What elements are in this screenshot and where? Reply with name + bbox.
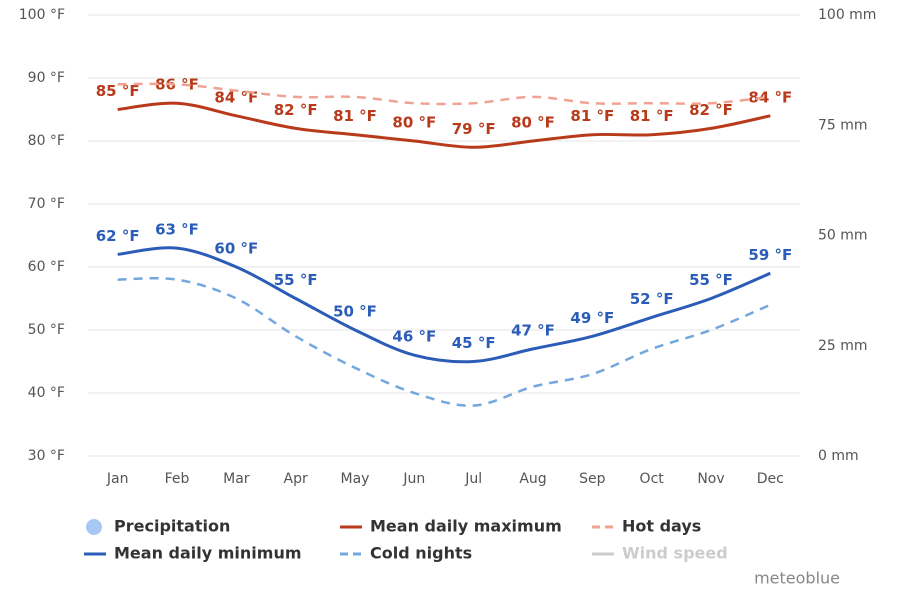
y-tick-label: 50 °F: [28, 322, 65, 338]
value-label: 47 °F: [511, 321, 555, 339]
value-label: 86 °F: [155, 76, 199, 94]
legend-label: Mean daily maximum: [370, 517, 562, 536]
series-line: [117, 82, 771, 106]
y-tick-label: 30 °F: [28, 448, 65, 464]
x-tick-label: Jan: [106, 471, 129, 487]
value-label: 81 °F: [570, 107, 614, 125]
value-label: 82 °F: [274, 101, 318, 119]
value-label: 85 °F: [96, 82, 140, 100]
value-label: 55 °F: [689, 271, 733, 289]
legend-label: Hot days: [622, 517, 701, 536]
y-tick-label: 60 °F: [28, 259, 65, 275]
x-tick-label: Jun: [402, 471, 425, 487]
value-label: 50 °F: [333, 303, 377, 321]
y2-tick-label: 25 mm: [818, 338, 868, 354]
legend-marker: [86, 519, 102, 535]
y-tick-label: 40 °F: [28, 385, 65, 401]
value-label: 79 °F: [452, 120, 496, 138]
y2-tick-label: 75 mm: [818, 117, 868, 133]
y2-tick-label: 50 mm: [818, 228, 868, 244]
legend-label: Wind speed: [622, 544, 728, 563]
value-label: 45 °F: [452, 334, 496, 352]
y-tick-label: 90 °F: [28, 70, 65, 86]
value-label: 63 °F: [155, 221, 199, 239]
y2-tick-label: 100 mm: [818, 7, 876, 23]
y-tick-label: 70 °F: [28, 196, 65, 212]
x-tick-label: Feb: [165, 471, 190, 487]
value-label: 55 °F: [274, 271, 318, 289]
y-tick-label: 100 °F: [19, 7, 65, 23]
x-tick-label: Mar: [223, 471, 250, 487]
value-label: 81 °F: [630, 107, 674, 125]
series-line: [117, 276, 771, 407]
x-tick-label: Sep: [579, 471, 606, 487]
y2-tick-label: 0 mm: [818, 448, 859, 464]
value-label: 46 °F: [392, 328, 436, 346]
x-tick-label: Jul: [464, 471, 482, 487]
value-label: 82 °F: [689, 101, 733, 119]
series-line: [117, 246, 771, 364]
x-tick-label: Aug: [519, 471, 546, 487]
value-label: 62 °F: [96, 227, 140, 245]
value-label: 52 °F: [630, 290, 674, 308]
legend-label: Precipitation: [114, 517, 230, 536]
value-label: 49 °F: [570, 309, 614, 327]
x-tick-label: Apr: [284, 471, 308, 487]
value-label: 80 °F: [511, 114, 555, 132]
value-label: 81 °F: [333, 107, 377, 125]
value-label: 80 °F: [392, 114, 436, 132]
series-line: [117, 101, 771, 149]
x-tick-label: Dec: [757, 471, 784, 487]
legend-label: Mean daily minimum: [114, 544, 302, 563]
x-tick-label: Nov: [697, 471, 724, 487]
x-tick-label: May: [341, 471, 370, 487]
credit: meteoblue: [754, 569, 840, 588]
y-tick-label: 80 °F: [28, 133, 65, 149]
value-label: 59 °F: [748, 246, 792, 264]
legend-label: Cold nights: [370, 544, 472, 563]
value-label: 84 °F: [748, 88, 792, 106]
value-label: 60 °F: [214, 240, 258, 258]
x-tick-label: Oct: [640, 471, 665, 487]
